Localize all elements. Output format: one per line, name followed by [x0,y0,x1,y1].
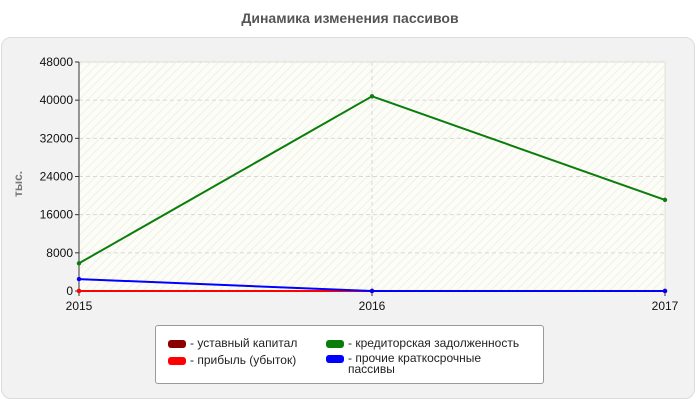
x-tick-label: 2017 [652,299,679,313]
y-tick-label: 40000 [40,93,74,107]
series-point-2 [369,94,375,99]
legend-swatch-other-liabilities [326,355,344,363]
series-point-3 [369,288,375,294]
legend-swatch-charter-capital [168,340,186,348]
y-tick-label: 24000 [40,170,74,184]
y-tick-label: 0 [66,284,73,298]
y-axis-label: тыс. [11,170,25,197]
series-point-3 [76,276,82,282]
y-tick-label: 48000 [40,55,74,69]
chart-legend: - уставный капитал - прибыль (убыток) - … [155,325,544,384]
legend-label-charter-capital: уставный капитал [197,336,298,350]
chart-title: Динамика изменения пассивов [241,10,459,26]
legend-label-payables: кредиторская задолженность [355,336,520,350]
y-tick-label: 8000 [46,246,73,260]
x-tick-label: 2015 [66,299,93,313]
legend-swatch-payables [326,340,344,348]
series-point-1 [76,288,82,294]
series-point-2 [76,261,82,266]
legend-label-profit: прибыль (убыток) [197,353,297,367]
series-point-3 [662,288,668,294]
legend-label-other-liabilities: прочие краткосрочные пассивы [348,351,482,376]
y-tick-label: 16000 [40,208,74,222]
x-tick-label: 2016 [359,299,386,313]
legend-swatch-profit [168,357,186,365]
series-point-2 [662,197,668,203]
y-tick-label: 32000 [40,131,74,145]
